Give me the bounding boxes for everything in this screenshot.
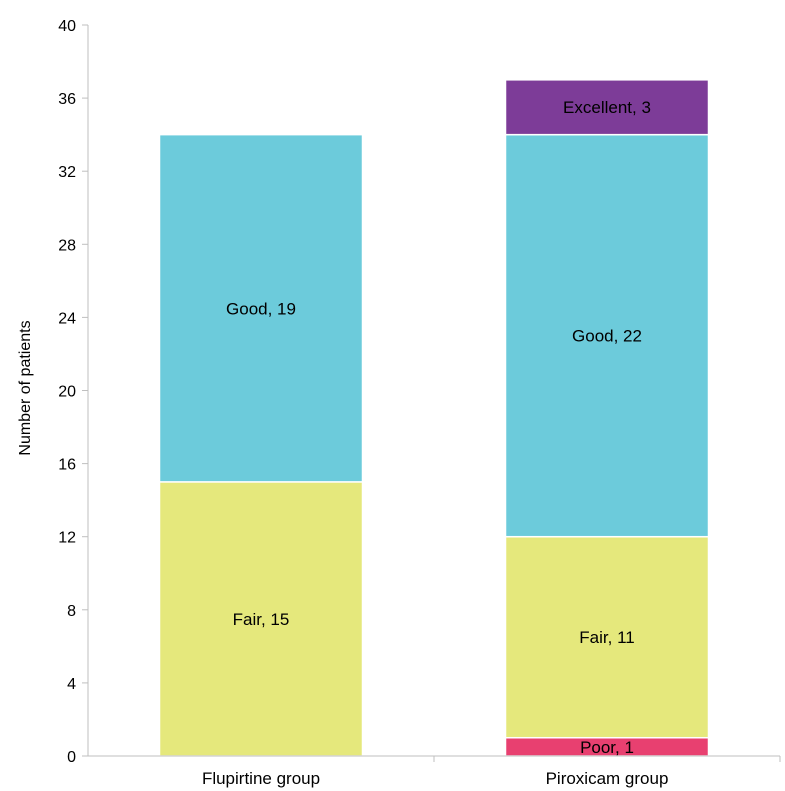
bar-segment-good [158,133,364,483]
y-tick-label: 28 [58,237,76,254]
y-axis: 0 4 8 12 16 20 24 28 32 36 40 [58,18,89,766]
y-tick-label: 8 [67,603,76,620]
bar-segment-label: Good, 19 [226,299,296,318]
x-axis: Flupirtine group Piroxicam group [88,755,781,788]
bar-segment-good [504,133,710,538]
y-tick-label: 32 [58,164,76,181]
y-tick-label: 16 [58,457,76,474]
bars: Fair, 15 Good, 19 Poor, 1 Fair, 11 Good, 22 E… [158,79,710,757]
bar-segment-fair [504,535,710,739]
x-category-label: Flupirtine group [202,769,320,788]
bar-segment-label: Poor, 1 [580,738,634,757]
y-tick-label: 36 [58,91,76,108]
y-tick-label: 12 [58,530,76,547]
y-tick-label: 24 [58,310,76,327]
x-category-label: Piroxicam group [546,769,669,788]
bar-segment-label: Fair, 15 [233,610,290,629]
y-tick-label: 40 [58,18,76,35]
y-tick-label: 20 [58,384,76,401]
bar-segment-excellent [504,79,710,136]
bar-segment-label: Good, 22 [572,327,642,346]
bar-segment-fair [158,481,364,757]
bar-segment-label: Excellent, 3 [563,98,651,117]
bar-segment-label: Fair, 11 [579,628,634,647]
y-tick-label: 4 [67,676,76,693]
y-axis-title: Number of patients [17,320,34,455]
y-tick-label: 0 [67,749,76,766]
